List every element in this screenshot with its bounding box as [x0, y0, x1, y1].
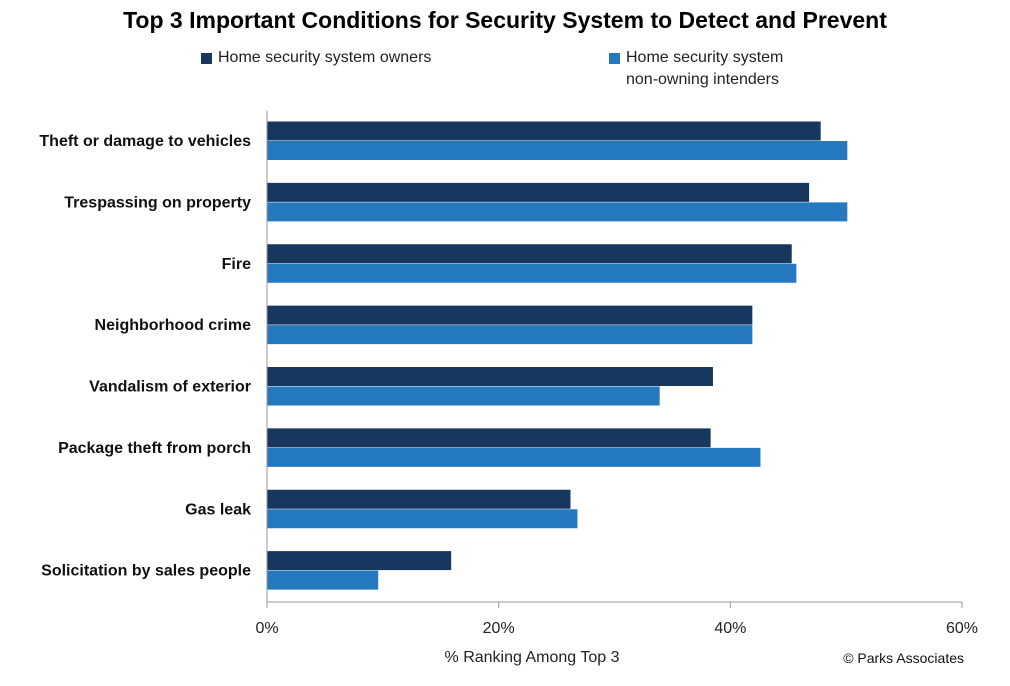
bar-owners: [267, 121, 821, 141]
category-label: Fire: [222, 256, 251, 273]
bar-owners: [267, 489, 571, 509]
legend-item-intenders: Home security system non-owning intender…: [609, 47, 826, 91]
bar-owners: [267, 428, 711, 448]
bar-owners: [267, 551, 452, 571]
bar-owners: [267, 305, 753, 325]
x-axis-title: % Ranking Among Top 3: [445, 649, 620, 666]
bar-intenders: [267, 509, 578, 529]
x-tick-label: 60%: [946, 620, 978, 637]
legend-item-owners: Home security system owners: [201, 47, 432, 69]
bar-owners: [267, 367, 713, 386]
legend-label-owners: Home security system owners: [218, 49, 432, 66]
category-label: Vandalism of exterior: [89, 379, 251, 396]
category-label: Neighborhood crime: [95, 317, 252, 334]
bar-owners: [267, 244, 792, 264]
bar-intenders: [267, 325, 753, 345]
x-tick-label: 40%: [714, 620, 746, 637]
legend-label-intenders-line1: Home security system: [626, 49, 784, 66]
copyright-notice: © Parks Associates: [843, 650, 964, 666]
category-label: Trespassing on property: [64, 194, 251, 211]
bar-intenders: [267, 447, 761, 467]
bar-intenders: [267, 263, 797, 283]
legend-swatch-intenders: [609, 53, 620, 64]
category-label: Solicitation by sales people: [41, 563, 251, 580]
bar-intenders: [267, 386, 660, 406]
category-label: Package theft from porch: [58, 440, 251, 457]
x-tick-label: 0%: [255, 620, 278, 637]
legend-label-intenders-line2: non-owning intenders: [626, 71, 779, 88]
bar-intenders: [267, 141, 848, 160]
bar-owners: [267, 182, 810, 202]
category-label: Theft or damage to vehicles: [39, 133, 251, 150]
bar-intenders: [267, 570, 379, 590]
legend-swatch-owners: [201, 53, 212, 64]
category-label: Gas leak: [185, 501, 251, 518]
chart-title: Top 3 Important Conditions for Security …: [123, 7, 887, 33]
bar-intenders: [267, 202, 848, 222]
x-tick-label: 20%: [483, 620, 515, 637]
